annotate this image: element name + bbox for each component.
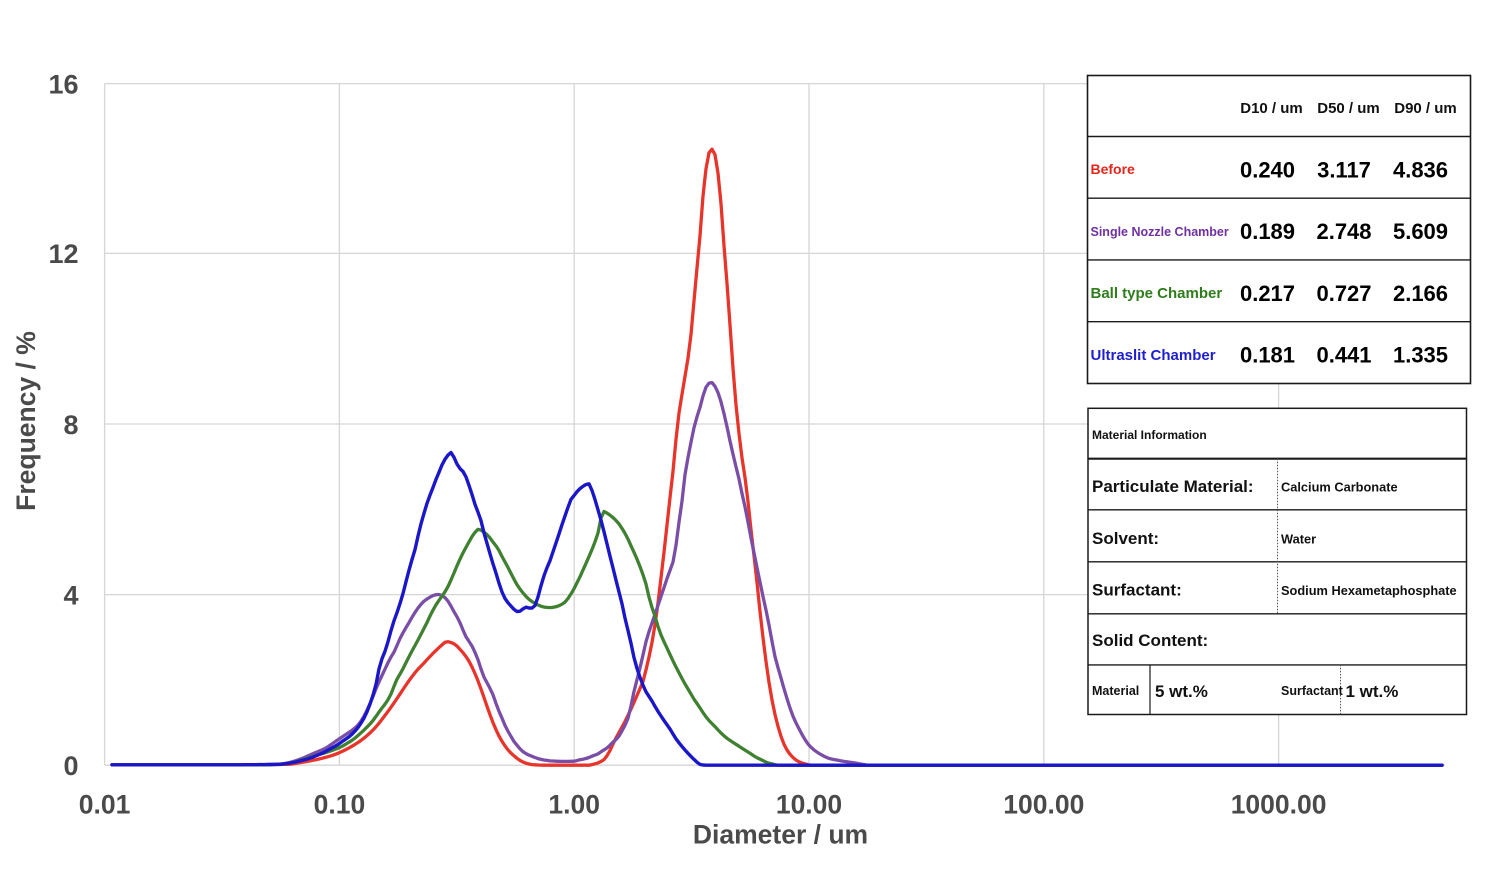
svg-text:Surfactant: Surfactant — [1281, 684, 1344, 698]
svg-text:Surfactant:: Surfactant: — [1092, 581, 1182, 600]
svg-text:1.00: 1.00 — [548, 790, 600, 820]
svg-text:2.748: 2.748 — [1316, 219, 1371, 244]
svg-text:0.189: 0.189 — [1240, 219, 1295, 244]
svg-text:16: 16 — [48, 69, 78, 99]
svg-text:0.10: 0.10 — [314, 790, 366, 820]
svg-text:5 wt.%: 5 wt.% — [1155, 682, 1208, 701]
svg-text:Particulate Material:: Particulate Material: — [1092, 477, 1254, 496]
svg-text:0.217: 0.217 — [1240, 281, 1295, 306]
svg-text:12: 12 — [48, 239, 78, 269]
svg-text:4: 4 — [63, 580, 78, 610]
svg-text:Water: Water — [1281, 532, 1316, 547]
svg-text:0.181: 0.181 — [1240, 343, 1295, 368]
svg-text:Single Nozzle Chamber: Single Nozzle Chamber — [1091, 225, 1229, 239]
svg-text:Before: Before — [1091, 161, 1136, 177]
svg-text:Material Information: Material Information — [1092, 428, 1207, 442]
svg-text:D90 / um: D90 / um — [1394, 100, 1457, 117]
svg-text:D10 / um: D10 / um — [1240, 100, 1303, 117]
svg-text:4.836: 4.836 — [1393, 158, 1448, 183]
svg-text:Material: Material — [1092, 684, 1139, 698]
svg-text:D50 / um: D50 / um — [1317, 100, 1380, 117]
svg-text:0.240: 0.240 — [1240, 158, 1295, 183]
svg-text:0.01: 0.01 — [79, 790, 131, 820]
svg-text:0.441: 0.441 — [1316, 343, 1371, 368]
svg-text:10.00: 10.00 — [776, 790, 842, 820]
svg-text:100.00: 100.00 — [1003, 790, 1084, 820]
svg-text:Solvent:: Solvent: — [1092, 529, 1159, 548]
svg-text:Sodium Hexametaphosphate: Sodium Hexametaphosphate — [1281, 583, 1457, 598]
svg-text:1.335: 1.335 — [1393, 343, 1448, 368]
svg-text:Solid Content:: Solid Content: — [1092, 631, 1208, 650]
svg-text:0: 0 — [63, 751, 78, 781]
svg-text:8: 8 — [63, 410, 78, 440]
svg-text:0.727: 0.727 — [1316, 281, 1371, 306]
svg-text:Ultraslit Chamber: Ultraslit Chamber — [1091, 347, 1216, 364]
svg-text:5.609: 5.609 — [1393, 219, 1448, 244]
svg-text:Ball type Chamber: Ball type Chamber — [1091, 285, 1223, 302]
svg-text:3.117: 3.117 — [1317, 158, 1371, 183]
svg-text:Diameter / um: Diameter / um — [693, 820, 868, 850]
svg-text:Frequency / %: Frequency / % — [11, 331, 41, 511]
svg-text:1000.00: 1000.00 — [1231, 790, 1327, 820]
svg-text:Calcium Carbonate: Calcium Carbonate — [1281, 480, 1398, 495]
svg-text:1 wt.%: 1 wt.% — [1346, 682, 1399, 701]
svg-text:2.166: 2.166 — [1393, 281, 1448, 306]
